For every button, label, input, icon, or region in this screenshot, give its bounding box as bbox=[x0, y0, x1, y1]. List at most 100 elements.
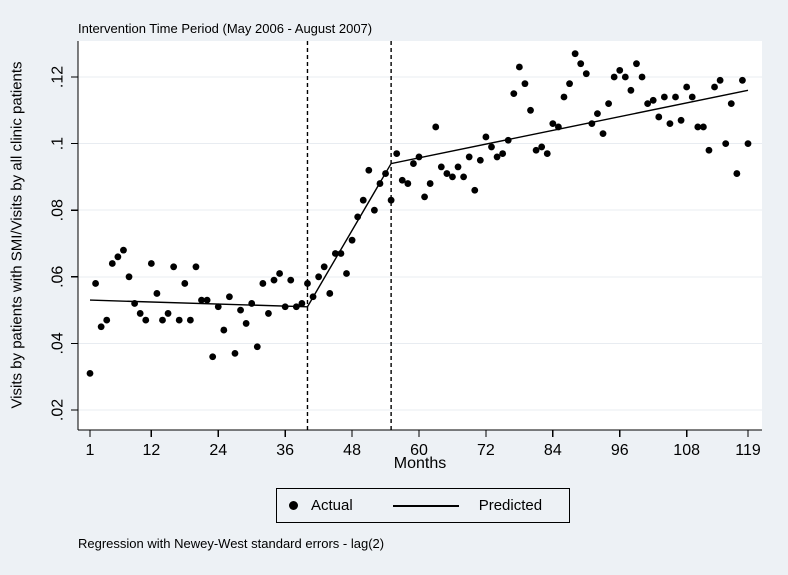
scatter-point bbox=[432, 123, 440, 131]
scatter-point bbox=[242, 320, 250, 327]
scatter-point bbox=[398, 176, 406, 184]
scatter-point bbox=[164, 310, 172, 317]
x-tick-label: 12 bbox=[142, 442, 160, 459]
scatter-point bbox=[292, 303, 300, 311]
scatter-point bbox=[382, 170, 389, 177]
scatter-point bbox=[527, 106, 534, 114]
scatter-point bbox=[460, 173, 468, 181]
scatter-point bbox=[532, 146, 540, 154]
scatter-point bbox=[672, 93, 679, 101]
scatter-point bbox=[326, 290, 334, 297]
scatter-point bbox=[599, 130, 607, 138]
scatter-point bbox=[555, 123, 562, 131]
scatter-point bbox=[136, 310, 144, 317]
scatter-point bbox=[170, 263, 178, 271]
legend-predicted-label: Predicted bbox=[478, 497, 543, 514]
scatter-point bbox=[248, 300, 256, 307]
scatter-point bbox=[655, 113, 663, 121]
scatter-point bbox=[716, 76, 724, 84]
scatter-point bbox=[660, 93, 668, 101]
y-tick-label: .04 bbox=[50, 332, 67, 354]
scatter-point bbox=[605, 100, 612, 108]
scatter-point bbox=[515, 63, 523, 71]
scatter-point bbox=[510, 90, 518, 98]
scatter-point bbox=[482, 133, 490, 141]
scatter-point bbox=[192, 263, 200, 271]
scatter-point bbox=[421, 193, 428, 201]
scatter-point bbox=[577, 60, 585, 68]
scatter-point bbox=[343, 270, 350, 277]
scatter-point bbox=[86, 369, 94, 377]
scatter-point bbox=[666, 120, 674, 128]
scatter-point bbox=[365, 166, 373, 174]
scatter-point bbox=[153, 290, 161, 297]
scatter-point bbox=[226, 293, 233, 301]
scatter-point bbox=[538, 143, 546, 151]
x-tick-label: 1 bbox=[86, 442, 95, 459]
scatter-point bbox=[688, 93, 696, 101]
scatter-point bbox=[198, 296, 205, 304]
scatter-point bbox=[488, 143, 495, 151]
x-tick-label: 96 bbox=[611, 442, 629, 459]
x-axis-title: Months bbox=[393, 455, 447, 472]
scatter-point bbox=[108, 260, 116, 267]
scatter-point bbox=[744, 140, 752, 148]
scatter-point bbox=[627, 86, 635, 94]
scatter-point bbox=[125, 273, 133, 281]
predicted-line-icon bbox=[392, 504, 459, 507]
scatter-point bbox=[543, 150, 551, 157]
scatter-point bbox=[694, 123, 702, 131]
scatter-point bbox=[393, 150, 401, 157]
scatter-point bbox=[387, 196, 395, 204]
chart-title: Intervention Time Period (May 2006 - Aug… bbox=[78, 21, 373, 36]
scatter-point bbox=[594, 110, 601, 118]
y-tick-label: .02 bbox=[50, 399, 67, 421]
scatter-point bbox=[348, 236, 356, 244]
scatter-point bbox=[376, 180, 384, 187]
scatter-point bbox=[437, 163, 445, 171]
scatter-point bbox=[711, 83, 718, 91]
scatter-point bbox=[354, 213, 362, 221]
scatter-point bbox=[359, 196, 367, 204]
scatter-point bbox=[181, 280, 189, 287]
scatter-point bbox=[315, 273, 323, 281]
footnote: Regression with Newey-West standard erro… bbox=[78, 536, 385, 551]
scatter-point bbox=[281, 303, 289, 311]
scatter-point bbox=[175, 316, 183, 324]
scatter-point bbox=[588, 120, 596, 128]
scatter-point bbox=[443, 170, 451, 177]
scatter-point bbox=[214, 303, 222, 311]
scatter-point bbox=[644, 100, 652, 108]
y-axis-title: Visits by patients with SMI/Visits by al… bbox=[8, 61, 26, 409]
scatter-point bbox=[404, 180, 412, 187]
y-tick-label: .06 bbox=[50, 266, 67, 288]
scatter-point bbox=[560, 93, 568, 101]
y-tick-label: .08 bbox=[50, 199, 67, 221]
scatter-point bbox=[683, 83, 691, 91]
scatter-point bbox=[231, 349, 239, 357]
scatter-point bbox=[454, 163, 462, 171]
scatter-point bbox=[410, 160, 417, 167]
scatter-point bbox=[209, 353, 217, 361]
scatter-point bbox=[114, 253, 122, 261]
scatter-point bbox=[449, 173, 456, 181]
scatter-point bbox=[131, 300, 139, 307]
scatter-point bbox=[549, 120, 557, 128]
scatter-point bbox=[733, 170, 741, 177]
scatter-point bbox=[426, 180, 434, 187]
scatter-point bbox=[621, 73, 629, 81]
scatter-point bbox=[471, 186, 479, 194]
scatter-point bbox=[309, 293, 317, 301]
scatter-point bbox=[633, 60, 640, 68]
scatter-point bbox=[159, 316, 166, 324]
scatter-point bbox=[610, 73, 618, 81]
scatter-point bbox=[370, 206, 378, 214]
scatter-point bbox=[722, 140, 730, 148]
actual-marker-icon bbox=[289, 501, 298, 510]
x-tick-label: 60 bbox=[410, 442, 428, 459]
scatter-point bbox=[415, 153, 423, 161]
x-tick-label: 24 bbox=[209, 442, 227, 459]
x-tick-label: 108 bbox=[673, 442, 700, 459]
legend-actual-label: Actual bbox=[311, 497, 353, 514]
